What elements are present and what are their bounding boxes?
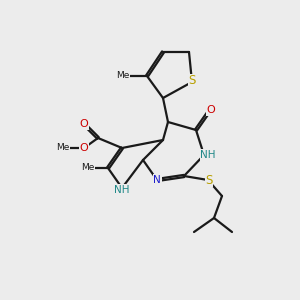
Text: O: O (207, 105, 215, 115)
Text: Me: Me (81, 164, 95, 172)
Text: O: O (80, 143, 88, 153)
Text: NH: NH (200, 150, 216, 160)
Text: N: N (153, 175, 161, 185)
Text: Me: Me (56, 143, 70, 152)
Text: S: S (188, 74, 196, 88)
Text: S: S (205, 173, 213, 187)
Text: NH: NH (114, 185, 130, 195)
Text: O: O (80, 119, 88, 129)
Text: Me: Me (116, 71, 130, 80)
